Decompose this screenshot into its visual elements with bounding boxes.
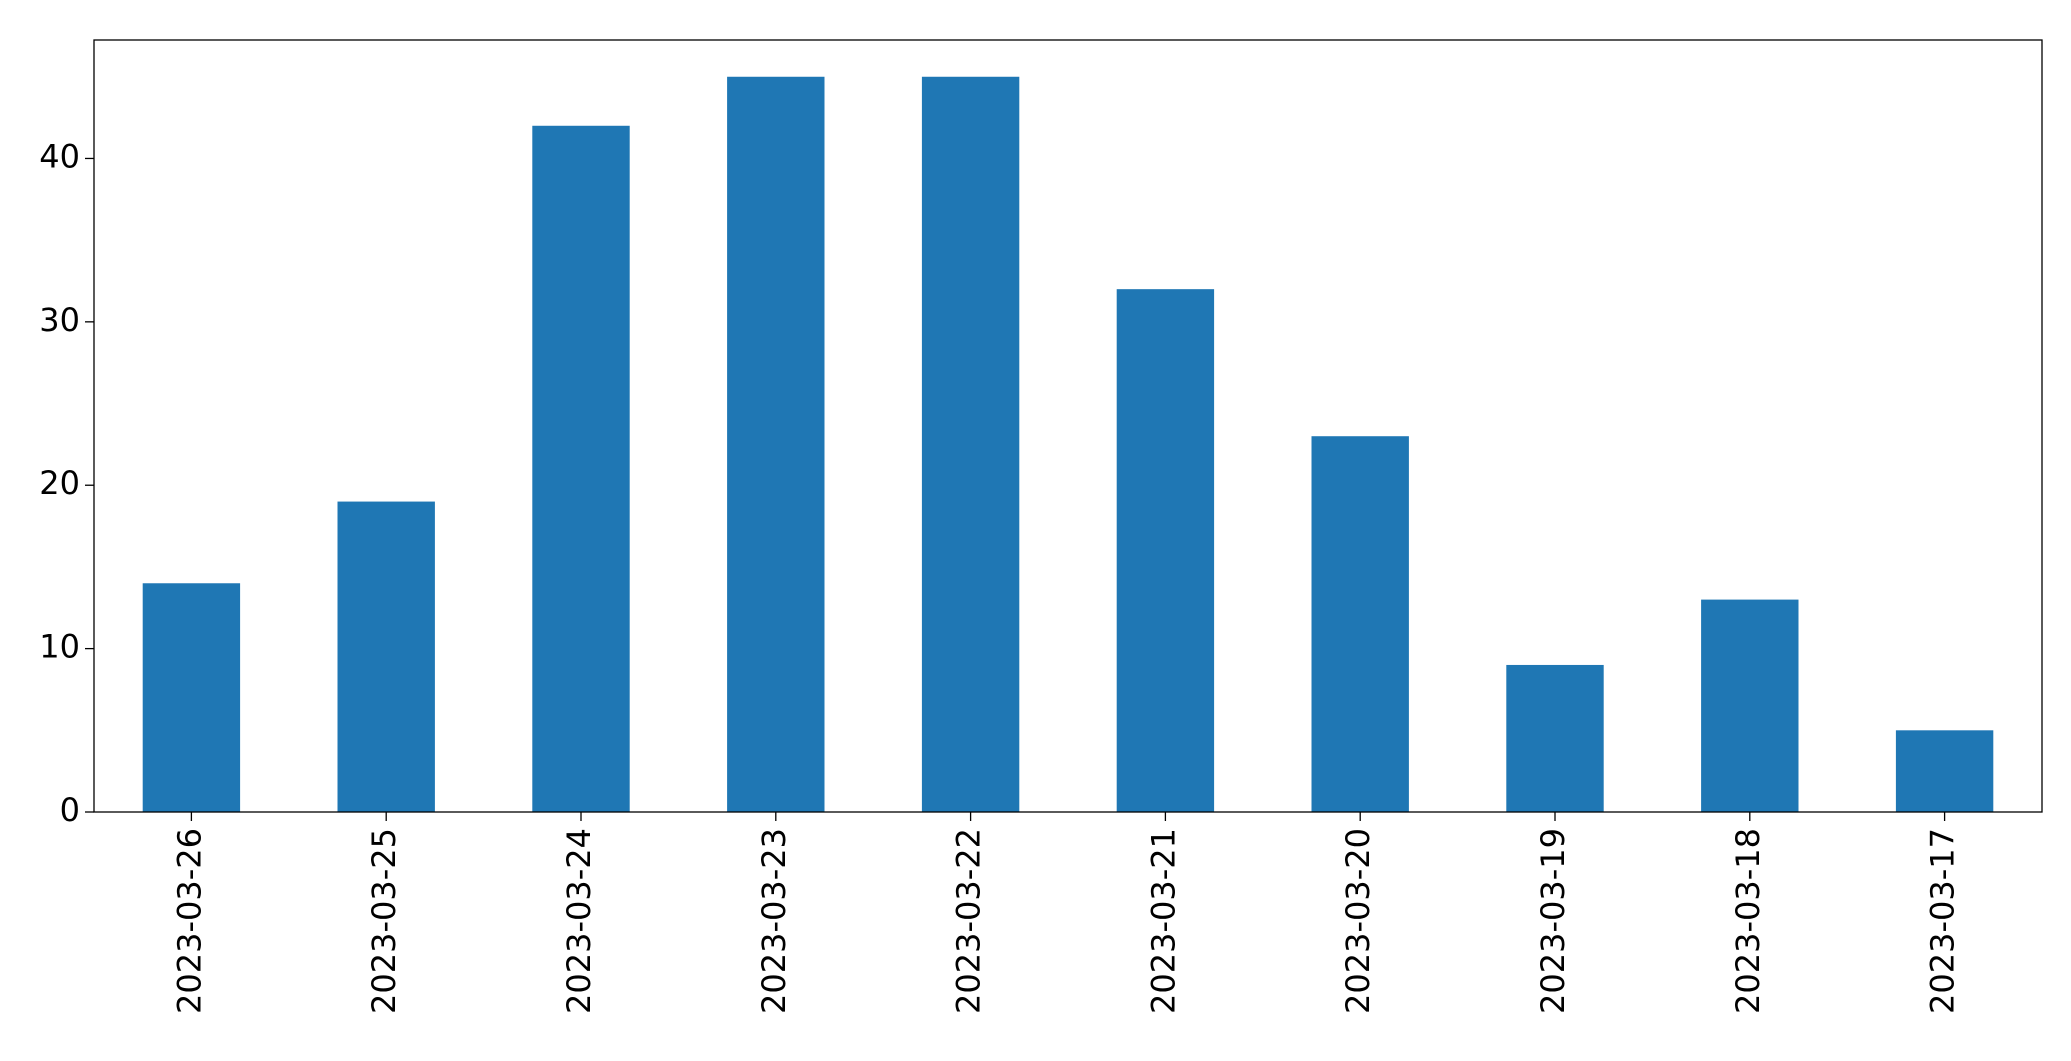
bar [921, 76, 1020, 812]
bar [1116, 289, 1215, 812]
x-tick-label: 2023-03-25 [365, 828, 403, 1014]
x-tick-label: 2023-03-19 [1534, 828, 1572, 1014]
bar [532, 125, 630, 813]
y-tick-label: 30 [39, 301, 80, 339]
bar [1311, 436, 1409, 812]
bar [1895, 730, 1994, 812]
x-tick-label: 2023-03-21 [1144, 828, 1182, 1014]
plot-frame [93, 39, 2043, 813]
x-tick-label: 2023-03-24 [560, 828, 598, 1014]
bar [142, 583, 241, 812]
y-tick-label: 10 [39, 628, 80, 666]
y-tick-label: 20 [39, 464, 80, 502]
bar [337, 501, 435, 812]
x-tick-label: 2023-03-26 [170, 828, 208, 1014]
x-tick-label: 2023-03-18 [1729, 828, 1767, 1014]
bar [1506, 664, 1604, 812]
x-tick-label: 2023-03-20 [1339, 828, 1377, 1014]
y-tick-label: 0 [60, 791, 80, 829]
x-tick-label: 2023-03-22 [950, 828, 988, 1014]
bar [727, 76, 825, 812]
x-tick-label: 2023-03-23 [755, 828, 793, 1014]
y-tick-label: 40 [39, 137, 80, 175]
x-tick-label: 2023-03-17 [1924, 828, 1962, 1014]
bar [1701, 599, 1799, 812]
